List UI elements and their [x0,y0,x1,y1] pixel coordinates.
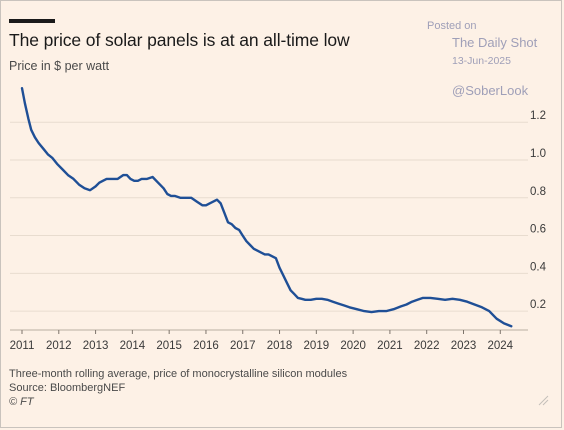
y-tick-label: 0.2 [530,299,546,311]
x-tick-label: 2023 [451,340,477,352]
y-axis-label: Price in $ per watt [9,59,110,73]
x-tick-label: 2018 [267,340,293,352]
y-tick-label: 1.2 [530,110,546,122]
x-tick-label: 2014 [120,340,146,352]
y-tick-label: 1.0 [530,148,546,160]
y-tick-labels: 0.2 0.4 0.6 0.8 1.0 1.2 [530,110,547,311]
chart-credit: © FT [9,396,34,408]
x-tick-label: 2019 [304,340,330,352]
x-tick-label: 2021 [377,340,403,352]
title-rule [9,19,55,23]
chart-source: Source: BloombergNEF [9,382,126,394]
watermark-name: The Daily Shot [452,35,538,50]
y-tick-label: 0.4 [530,261,547,273]
x-tick-label: 2017 [230,340,256,352]
series-line [20,87,513,328]
watermark-handle: @SoberLook [452,83,529,98]
chart-note: Three-month rolling average, price of mo… [9,368,348,380]
x-tick-label: 2024 [487,340,513,352]
x-tick-label: 2015 [156,340,182,352]
x-tick-label: 2013 [83,340,109,352]
x-tick-label: 2011 [10,340,35,352]
resize-grip-icon [538,395,549,406]
grid-lines [10,121,528,331]
watermark-date: 13-Jun-2025 [452,55,511,67]
x-tick-label: 2016 [193,340,219,352]
y-tick-label: 0.6 [530,224,546,236]
x-tick-label: 2012 [46,340,72,352]
chart-title: The price of solar panels is at an all-t… [9,30,350,50]
x-tick-label: 2020 [340,340,366,352]
x-tick-labels: 2011 2012 2013 2014 2015 2016 2017 2018 2019 2020… [10,330,514,352]
x-tick-label: 2022 [414,340,440,352]
series-group [20,87,513,328]
watermark-posted: Posted on [427,20,477,32]
y-tick-label: 0.8 [530,186,546,198]
